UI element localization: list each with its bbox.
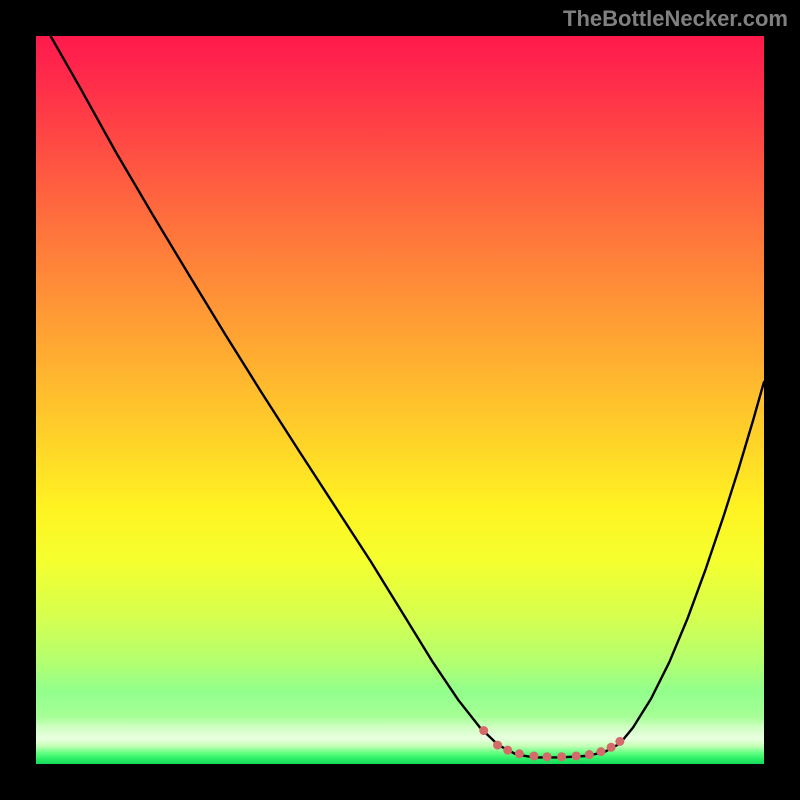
marker-dot xyxy=(585,750,594,759)
plot-area xyxy=(36,36,764,764)
marker-dot xyxy=(529,751,538,760)
marker-dot xyxy=(572,751,581,760)
watermark-text: TheBottleNecker.com xyxy=(563,6,788,32)
marker-dot xyxy=(607,743,616,752)
chart-svg xyxy=(36,36,764,764)
marker-dot xyxy=(479,726,488,735)
marker-dot xyxy=(596,747,605,756)
marker-dot xyxy=(493,741,502,750)
marker-dot xyxy=(557,752,566,761)
chart-frame: TheBottleNecker.com xyxy=(0,0,800,800)
marker-dot xyxy=(515,749,524,758)
marker-dot xyxy=(615,737,624,746)
chart-background xyxy=(36,36,764,764)
marker-dot xyxy=(543,752,552,761)
marker-dot xyxy=(503,746,512,755)
